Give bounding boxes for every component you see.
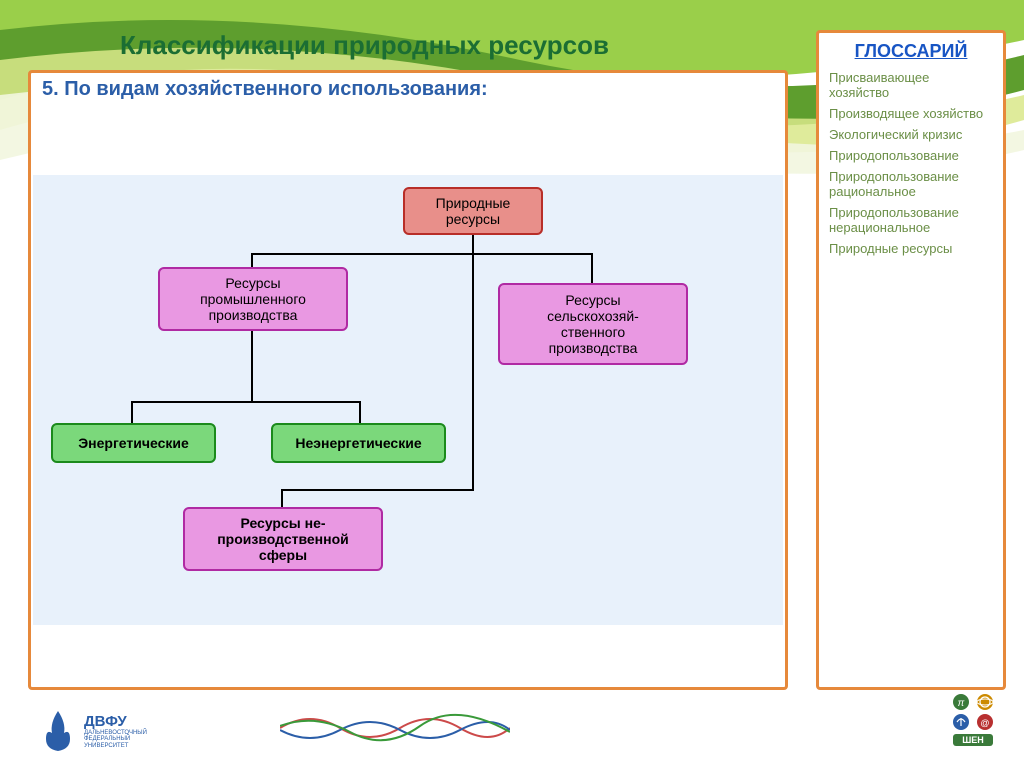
- glossary-item[interactable]: Присваивающее хозяйство: [829, 70, 993, 100]
- node-energy: Энергетические: [51, 423, 216, 463]
- node-label: Неэнергетические: [295, 435, 421, 451]
- node-label: Природныересурсы: [436, 195, 511, 227]
- node-root: Природныересурсы: [403, 187, 543, 235]
- svg-text:π: π: [958, 698, 965, 709]
- svg-text:@: @: [980, 718, 989, 728]
- node-label: Ресурсы не-производственнойсферы: [217, 515, 349, 563]
- glossary-item[interactable]: Природные ресурсы: [829, 241, 993, 256]
- glossary-item[interactable]: Природопользование рациональное: [829, 169, 993, 199]
- node-label: Ресурсысельскохозяй-ственногопроизводств…: [547, 292, 639, 356]
- glossary-title: ГЛОССАРИЙ: [829, 41, 993, 62]
- node-label: Ресурсыпромышленногопроизводства: [200, 275, 306, 323]
- logo-text: ДВФУ: [84, 713, 147, 730]
- page-title: Классификации природных ресурсов: [120, 30, 609, 61]
- node-agricultural: Ресурсысельскохозяй-ственногопроизводств…: [498, 283, 688, 365]
- diagram-canvas: Природныересурсы Ресурсыпромышленногопро…: [33, 175, 783, 625]
- glossary-item[interactable]: Производящее хозяйство: [829, 106, 993, 121]
- node-nonproduction: Ресурсы не-производственнойсферы: [183, 507, 383, 571]
- glossary-item[interactable]: Природопользование: [829, 148, 993, 163]
- glossary-item[interactable]: Экологический кризис: [829, 127, 993, 142]
- node-nonenergy: Неэнергетические: [271, 423, 446, 463]
- footer-badge: π @ ШЕН: [947, 692, 999, 753]
- flame-icon: [40, 709, 76, 753]
- badge-text: ШЕН: [962, 735, 984, 745]
- node-industrial: Ресурсыпромышленногопроизводства: [158, 267, 348, 331]
- glossary-panel: ГЛОССАРИЙ Присваивающее хозяйство Произв…: [816, 30, 1006, 690]
- section-subtitle: 5. По видам хозяйственного использования…: [42, 78, 488, 101]
- logo-subtext: ДАЛЬНЕВОСТОЧНЫЙФЕДЕРАЛЬНЫЙУНИВЕРСИТЕТ: [84, 730, 147, 750]
- glossary-item[interactable]: Природопользование нерациональное: [829, 205, 993, 235]
- footer-logo: ДВФУ ДАЛЬНЕВОСТОЧНЫЙФЕДЕРАЛЬНЫЙУНИВЕРСИТ…: [40, 709, 147, 753]
- footer-wave-icon: [280, 708, 510, 748]
- node-label: Энергетические: [78, 435, 189, 451]
